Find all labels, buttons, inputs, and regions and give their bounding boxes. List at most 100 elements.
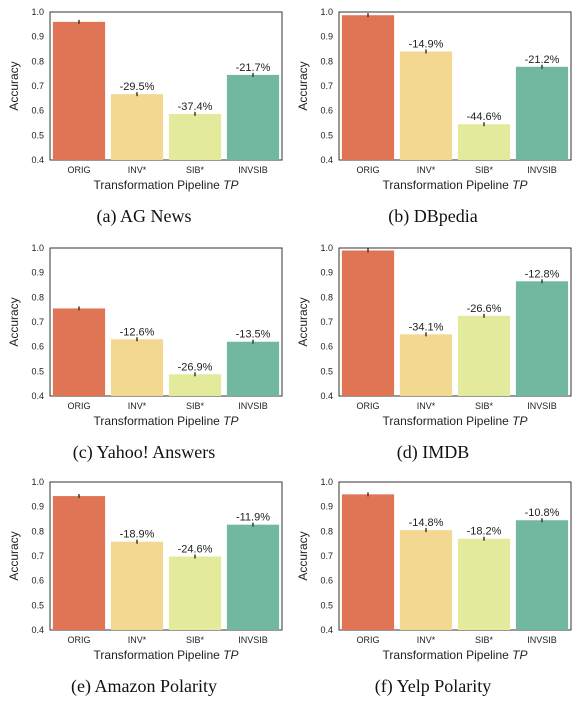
y-axis-label: Accuracy <box>7 531 21 580</box>
y-tick-label: 0.5 <box>320 130 333 140</box>
bar-chart: 0.4 0.5 0.6 0.7 0.8 0.9 1.0 Accuracy ORIG INV* -14… <box>296 477 572 662</box>
plot-frame <box>49 481 283 631</box>
chart-panel: 0.4 0.5 0.6 0.7 0.8 0.9 1.0 Accuracy ORIG INV* -18… <box>0 470 288 705</box>
y-axis-label: Accuracy <box>296 297 310 346</box>
x-tick-label: INVSIB <box>527 165 557 175</box>
y-tick-label: 0.8 <box>320 292 333 302</box>
y-tick-label: 0.7 <box>31 317 44 327</box>
subfigure-caption: (f) Yelp Polarity <box>374 676 492 696</box>
chart-panel: 0.4 0.5 0.6 0.7 0.8 0.9 1.0 Accuracy ORIG INV* -29… <box>0 0 288 235</box>
y-tick-label: 1.0 <box>31 243 44 253</box>
y-tick-label: 0.6 <box>31 342 44 352</box>
y-axis-label: Accuracy <box>296 531 310 580</box>
bar <box>457 538 511 630</box>
data-label: -13.5% <box>236 329 271 341</box>
x-tick-label: INV* <box>417 401 436 411</box>
bar-chart: 0.4 0.5 0.6 0.7 0.8 0.9 1.0 Accuracy ORIG INV* -29… <box>7 7 283 192</box>
y-tick-label: 0.4 <box>31 625 44 635</box>
bar <box>457 315 511 396</box>
x-tick-label: INV* <box>128 165 147 175</box>
bar <box>515 281 569 396</box>
bar <box>52 21 106 160</box>
bar <box>110 339 164 396</box>
bar-chart: 0.4 0.5 0.6 0.7 0.8 0.9 1.0 Accuracy ORIG INV* -12… <box>7 243 283 428</box>
data-label: -10.8% <box>525 507 560 519</box>
y-tick-label: 0.9 <box>320 32 333 42</box>
bar <box>399 334 453 396</box>
subfigure-caption: (d) IMDB <box>396 442 470 462</box>
y-tick-label: 0.4 <box>31 391 44 401</box>
x-tick-label: SIB* <box>186 165 205 175</box>
subfigure-caption: (c) Yahoo! Answers <box>72 442 216 462</box>
x-tick-label: SIB* <box>475 165 494 175</box>
y-tick-label: 1.0 <box>320 243 333 253</box>
data-label: -18.2% <box>467 526 502 538</box>
y-tick-label: 0.8 <box>31 56 44 66</box>
y-tick-label: 1.0 <box>320 477 333 487</box>
y-tick-label: 0.8 <box>31 292 44 302</box>
plot-frame <box>49 247 283 397</box>
chart-panel: 0.4 0.5 0.6 0.7 0.8 0.9 1.0 Accuracy ORIG INV* -12… <box>0 236 288 471</box>
y-tick-label: 0.9 <box>31 32 44 42</box>
y-tick-label: 0.4 <box>320 155 333 165</box>
y-tick-label: 0.7 <box>320 81 333 91</box>
y-axis-label: Accuracy <box>296 61 310 110</box>
plot-frame <box>338 247 572 397</box>
x-tick-label: ORIG <box>67 165 90 175</box>
x-tick-label: SIB* <box>475 635 494 645</box>
data-label: -34.1% <box>409 321 444 333</box>
bar <box>457 124 511 160</box>
bar <box>341 15 395 161</box>
data-label: -11.9% <box>236 512 270 524</box>
y-tick-label: 0.8 <box>320 56 333 66</box>
data-label: -26.6% <box>467 303 502 315</box>
chart-panel: 0.4 0.5 0.6 0.7 0.8 0.9 1.0 Accuracy ORIG INV* -34… <box>289 236 577 471</box>
y-tick-label: 0.7 <box>320 551 333 561</box>
y-tick-label: 0.9 <box>320 502 333 512</box>
x-tick-label: INVSIB <box>527 635 557 645</box>
chart-panel: 0.4 0.5 0.6 0.7 0.8 0.9 1.0 Accuracy ORIG INV* -14… <box>289 0 577 235</box>
y-tick-label: 0.7 <box>31 551 44 561</box>
bar-chart: 0.4 0.5 0.6 0.7 0.8 0.9 1.0 Accuracy ORIG INV* -18… <box>7 477 283 662</box>
bar <box>226 74 280 160</box>
data-label: -26.9% <box>178 361 213 373</box>
x-tick-label: INV* <box>128 401 147 411</box>
x-tick-label: ORIG <box>356 635 379 645</box>
y-tick-label: 0.6 <box>31 106 44 116</box>
x-axis-label: Transformation Pipeline TP <box>383 648 528 662</box>
x-tick-label: ORIG <box>356 401 379 411</box>
bar <box>168 374 222 396</box>
y-tick-label: 1.0 <box>31 7 44 17</box>
y-tick-label: 0.4 <box>320 625 333 635</box>
bar <box>52 308 106 396</box>
x-tick-label: INV* <box>417 635 436 645</box>
bar <box>52 496 106 630</box>
y-tick-label: 0.5 <box>320 366 333 376</box>
x-tick-label: INVSIB <box>527 401 557 411</box>
y-tick-label: 0.7 <box>320 317 333 327</box>
y-tick-label: 0.5 <box>31 130 44 140</box>
y-tick-label: 0.5 <box>31 366 44 376</box>
bar-chart: 0.4 0.5 0.6 0.7 0.8 0.9 1.0 Accuracy ORIG INV* -14… <box>296 7 572 192</box>
x-axis-label: Transformation Pipeline TP <box>383 414 528 428</box>
x-tick-label: SIB* <box>186 401 205 411</box>
bar <box>110 94 164 160</box>
y-axis-label: Accuracy <box>7 297 21 346</box>
chart-panel: 0.4 0.5 0.6 0.7 0.8 0.9 1.0 Accuracy ORIG INV* -14… <box>289 470 577 705</box>
subfigure-caption: (e) Amazon Polarity <box>71 676 217 696</box>
bar <box>168 556 222 630</box>
x-tick-label: SIB* <box>186 635 205 645</box>
y-tick-label: 0.8 <box>320 526 333 536</box>
subfigure-caption: (b) DBpedia <box>388 206 478 226</box>
y-tick-label: 0.6 <box>31 576 44 586</box>
y-tick-label: 0.6 <box>320 106 333 116</box>
plot-frame <box>338 481 572 631</box>
data-label: -12.6% <box>120 326 155 338</box>
plot-frame <box>49 11 283 161</box>
x-tick-label: ORIG <box>67 401 90 411</box>
data-label: -14.9% <box>409 38 444 50</box>
data-label: -44.6% <box>467 111 502 123</box>
y-tick-label: 0.5 <box>31 600 44 610</box>
data-label: -24.6% <box>178 543 213 555</box>
y-tick-label: 0.6 <box>320 576 333 586</box>
